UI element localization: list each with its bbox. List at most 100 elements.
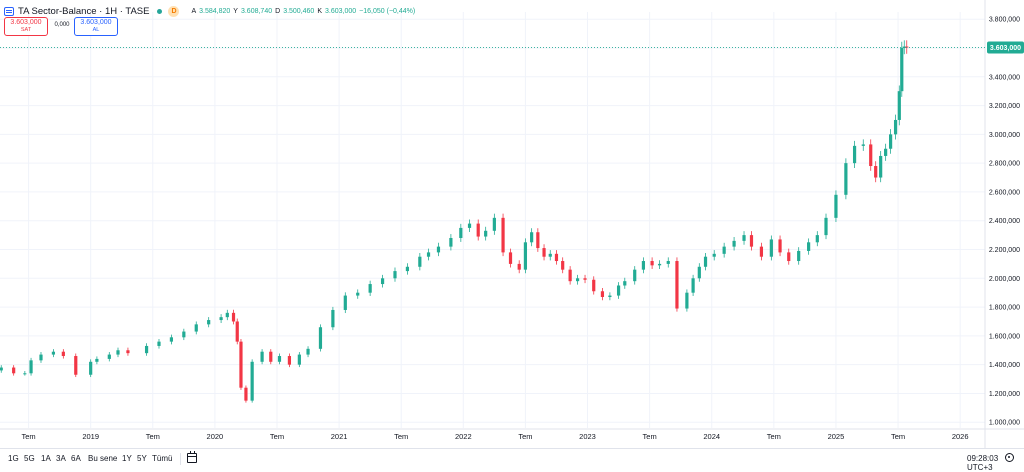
candle-body xyxy=(418,256,422,267)
candle-body xyxy=(641,261,646,270)
range-ytd-button[interactable]: Bu sene xyxy=(88,454,118,463)
candle-body xyxy=(592,279,596,292)
x-tick-label: 2019 xyxy=(82,432,99,441)
symbol-title[interactable]: TA Sector-Balance · 1H · TASE xyxy=(18,5,150,17)
x-tick-label: 2025 xyxy=(828,432,845,441)
settings-icon[interactable] xyxy=(1005,453,1014,462)
x-tick-label: 2023 xyxy=(579,432,596,441)
candle-body xyxy=(530,232,534,243)
candle-body xyxy=(568,269,572,282)
candle-body xyxy=(277,356,282,362)
candle-body xyxy=(797,250,801,262)
candle-body xyxy=(225,312,229,318)
candle-body xyxy=(51,351,56,355)
candle-body xyxy=(608,295,612,298)
range-1m-button[interactable]: 1A xyxy=(41,454,51,463)
candle-body xyxy=(95,358,99,362)
range-5y-button[interactable]: 5Y xyxy=(137,454,147,463)
buy-button[interactable]: 3.603,000 AL xyxy=(74,17,118,36)
x-tick-label: Tem xyxy=(21,432,35,441)
y-tick-label: 1.600,000 xyxy=(989,333,1020,340)
range-5d-button[interactable]: 5G xyxy=(24,454,35,463)
range-1y-button[interactable]: 1Y xyxy=(122,454,132,463)
candle-body xyxy=(449,237,453,247)
candle-body xyxy=(492,217,496,231)
ohlc-close-key: K xyxy=(317,7,323,15)
candle-body xyxy=(250,361,254,401)
data-source-badge[interactable]: D xyxy=(168,5,180,17)
range-all-button[interactable]: Tümü xyxy=(152,454,173,463)
x-tick-label: Tem xyxy=(270,432,284,441)
x-tick-label: 2020 xyxy=(207,432,224,441)
candle-body xyxy=(742,235,746,241)
y-tick-label: 1.000,000 xyxy=(989,420,1020,427)
buy-label: AL xyxy=(92,27,100,33)
candle-body xyxy=(778,239,782,253)
ohlc-close-value: 3.603,000 xyxy=(325,7,357,15)
candle-body xyxy=(575,278,580,282)
candle-body xyxy=(884,148,888,156)
candle-body xyxy=(834,194,838,218)
candle-body xyxy=(861,144,865,146)
ohlc-values: A 3.584,820 Y 3.608,740 D 3.500,460 K 3.603,… xyxy=(191,8,415,15)
candle-body xyxy=(548,253,552,257)
candle-body xyxy=(583,278,587,280)
candle-body xyxy=(343,295,347,310)
range-6m-button[interactable]: 6A xyxy=(71,454,81,463)
ohlc-high-value: 3.608,740 xyxy=(240,7,273,15)
calendar-icon[interactable] xyxy=(187,451,197,463)
candle-body xyxy=(888,134,893,149)
candle-body xyxy=(231,312,236,322)
candle-body xyxy=(74,356,78,375)
x-tick-label: Tem xyxy=(146,432,160,441)
candle-body xyxy=(691,278,695,293)
clock[interactable]: 09:28:03 UTC+3 xyxy=(967,454,999,472)
candle-body xyxy=(61,351,65,357)
x-tick-label: 2026 xyxy=(952,432,969,441)
market-status-icon xyxy=(157,8,163,14)
y-tick-label: 3.800,000 xyxy=(989,17,1020,24)
candle-body xyxy=(182,331,186,338)
candle-body xyxy=(356,292,360,296)
candle-body xyxy=(318,327,323,349)
candle-body xyxy=(29,360,33,374)
ohlc-open-value: 3.584,820 xyxy=(199,7,231,15)
candle-body xyxy=(852,145,857,164)
candle-body xyxy=(722,246,726,254)
y-tick-label: 1.400,000 xyxy=(989,362,1020,369)
candle-body xyxy=(393,271,397,279)
x-tick-label: 2024 xyxy=(703,432,720,441)
candle-body xyxy=(501,217,505,253)
symbol-list-icon[interactable] xyxy=(4,6,14,16)
candle-body xyxy=(107,354,111,359)
candle-body xyxy=(169,337,174,342)
candle-body xyxy=(902,46,906,48)
candle-body xyxy=(712,253,716,257)
candle-body xyxy=(368,284,372,293)
x-tick-label: Tem xyxy=(394,432,408,441)
range-3m-button[interactable]: 3A xyxy=(56,454,66,463)
candle-body xyxy=(561,261,565,270)
candle-body xyxy=(523,242,528,270)
last-price-label: 3.603,000 xyxy=(990,45,1021,52)
candle-body xyxy=(697,266,701,279)
candle-body xyxy=(405,266,410,272)
candle-body xyxy=(616,285,621,296)
price-chart[interactable]: 1.000,000 1.200,000 1.400,000 1.600,000 1.80… xyxy=(0,0,1024,448)
candle-body xyxy=(657,263,662,266)
candle-body xyxy=(508,252,513,264)
candle-body xyxy=(157,341,161,346)
candle-body xyxy=(623,281,627,286)
candle-body xyxy=(542,248,546,257)
toolbar-divider xyxy=(180,453,181,465)
candle-body xyxy=(260,351,264,362)
range-1d-button[interactable]: 1G xyxy=(8,454,19,463)
candle-body xyxy=(554,253,559,262)
candle-body xyxy=(269,351,273,362)
bottom-toolbar: 1G 5G 1A 3A 6A Bu sene 1Y 5Y Tümü 09:28:… xyxy=(0,448,1024,472)
candle-body xyxy=(12,367,16,374)
y-tick-label: 1.800,000 xyxy=(989,305,1020,312)
candle-body xyxy=(467,223,472,228)
sell-button[interactable]: 3.603,000 SAT xyxy=(4,17,48,36)
candle-body xyxy=(459,227,463,238)
